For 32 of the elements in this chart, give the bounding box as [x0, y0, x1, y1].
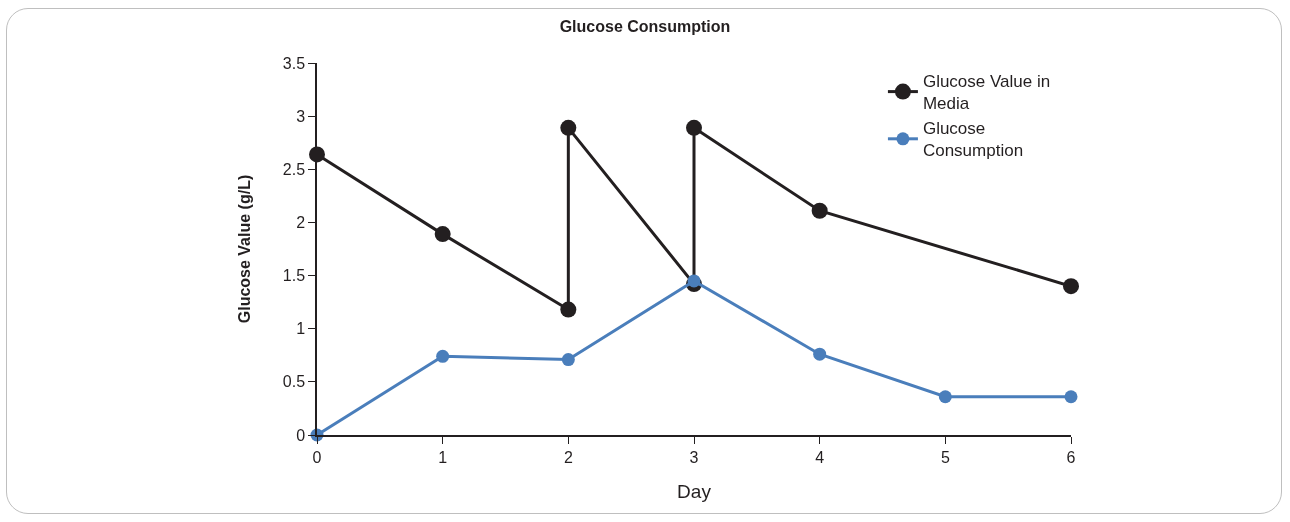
point	[811, 202, 828, 219]
point	[436, 349, 450, 363]
y-tick-label: 1.5	[282, 267, 306, 285]
y-axis-title: Glucose Value (g/L)	[236, 174, 254, 324]
x-tick-label: 2	[563, 448, 573, 466]
legend-label: Glucose Value in Media	[922, 72, 1051, 114]
y-tick-label: 0.5	[282, 373, 306, 391]
y-tick-label: 2.5	[282, 160, 306, 178]
point	[686, 119, 702, 136]
y-tick-label: 2	[296, 214, 306, 232]
point	[687, 274, 701, 288]
x-tick-label: 3	[689, 448, 699, 466]
legend-label: Glucose Consumption	[922, 119, 1024, 161]
point	[1063, 278, 1079, 295]
y-tick-label: 1	[296, 320, 306, 338]
point	[1064, 390, 1078, 404]
point	[561, 353, 575, 367]
point	[560, 119, 577, 136]
x-tick-label: 0	[312, 448, 322, 466]
y-tick-label: 3.5	[282, 54, 306, 72]
chart-title: Glucose Consumption	[559, 17, 731, 35]
y-tick-label: 3	[296, 107, 306, 125]
x-axis-title: Day	[677, 481, 712, 503]
x-tick-label: 5	[940, 448, 950, 466]
point	[813, 347, 827, 361]
y-tick-label: 0	[296, 426, 306, 444]
point	[938, 390, 952, 404]
x-tick-label: 6	[1066, 448, 1076, 466]
point	[434, 226, 451, 243]
point	[560, 301, 577, 318]
x-tick-label: 4	[815, 448, 825, 466]
x-tick-label: 1	[438, 448, 448, 466]
